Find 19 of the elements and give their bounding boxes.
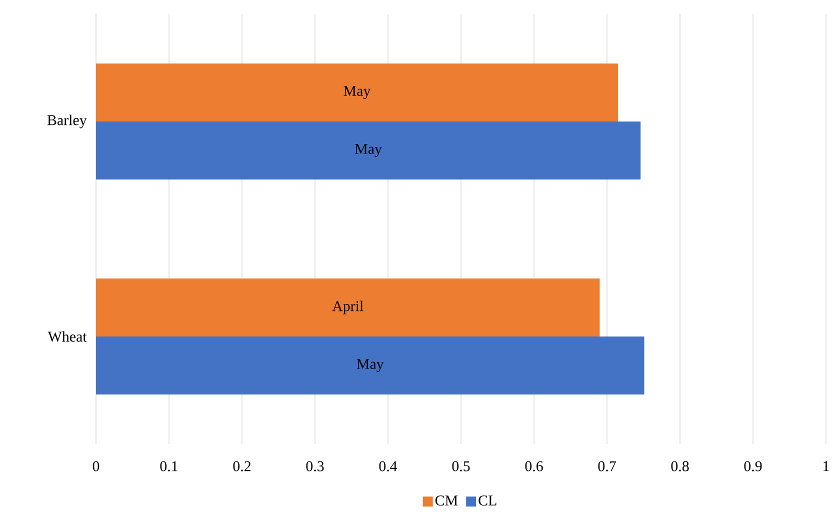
data-label: May (356, 359, 384, 372)
x-tick-label: 0.7 (598, 461, 616, 472)
x-tick-label: 0.9 (744, 461, 762, 472)
x-tick-label: 0 (92, 461, 100, 472)
x-tick-label: 0.6 (525, 461, 543, 472)
y-tick-label: Wheat (48, 331, 87, 342)
data-label: May (355, 144, 382, 158)
x-tick-label: 0.8 (671, 461, 689, 472)
x-tick-label: 0.3 (306, 461, 324, 472)
y-tick-label: Barley (47, 114, 87, 128)
x-tick-label: 1 (824, 461, 829, 472)
x-tick-label: 0.1 (160, 461, 178, 472)
legend-label: CL (478, 495, 496, 506)
x-tick-label: 0.2 (233, 461, 251, 472)
data-label: April (332, 300, 364, 314)
x-tick-label: 0.5 (452, 461, 470, 472)
legend-label: CM (435, 495, 458, 506)
data-label: May (344, 86, 371, 99)
x-tick-label: 0.4 (379, 461, 398, 472)
